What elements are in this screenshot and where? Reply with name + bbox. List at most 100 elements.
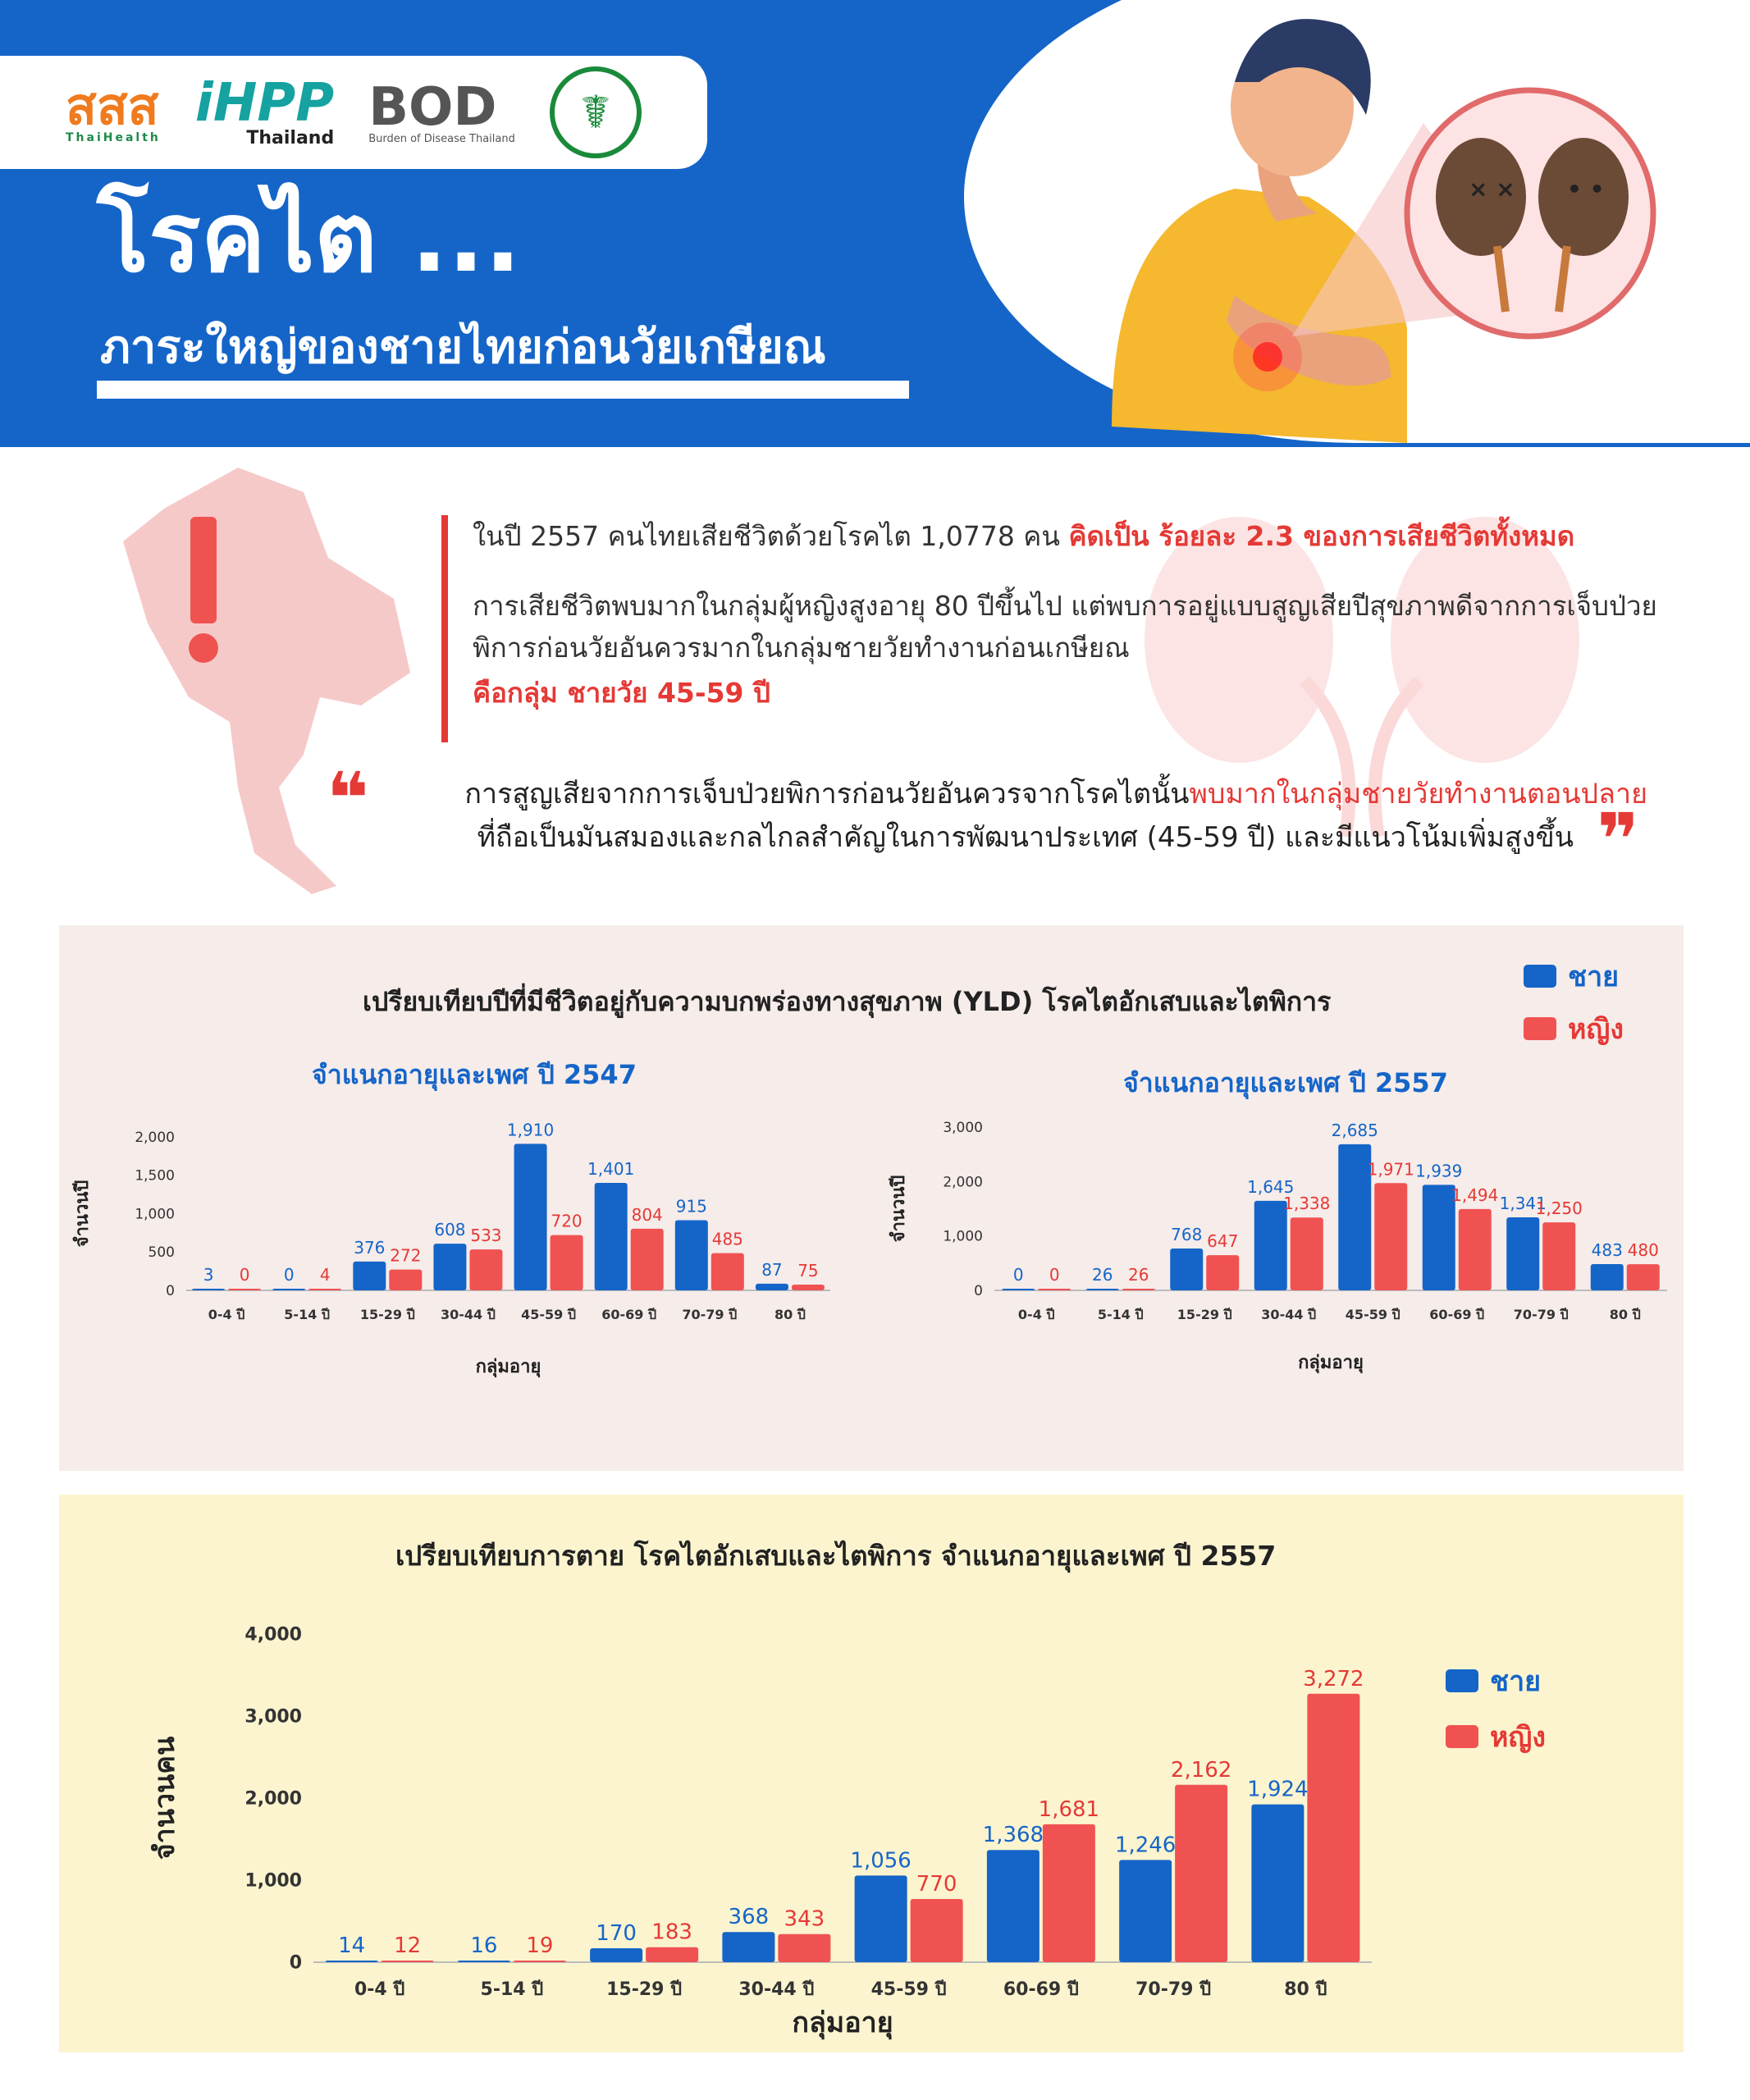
legend-female: หญิง: [1524, 1007, 1624, 1051]
data-label: 1,341: [1500, 1194, 1547, 1213]
y-tick-label: 2,000: [135, 1130, 175, 1146]
bar-male-1: [272, 1289, 306, 1290]
bar-female-4: [1374, 1183, 1408, 1290]
legend-female-swatch: [1446, 1725, 1478, 1748]
data-label: 768: [1171, 1225, 1202, 1244]
x-tick-label: 80 ปี: [774, 1307, 806, 1322]
death-chart-title: เปรียบเทียบการตาย โรคไตอักเสบและไตพิการ …: [395, 1540, 1277, 1572]
bar-female-2: [1206, 1255, 1240, 1290]
data-label: 915: [676, 1196, 707, 1216]
bar-female-5: [1042, 1824, 1095, 1962]
data-label: 1,939: [1415, 1161, 1462, 1180]
x-tick-label: 0-4 ปี: [354, 1979, 404, 2000]
y-tick-label: 0: [166, 1283, 175, 1299]
bar-female-2: [646, 1947, 699, 1962]
bar-male-0: [192, 1289, 226, 1290]
data-label: 12: [394, 1933, 421, 1958]
bar-male-0: [325, 1961, 378, 1962]
bar-female-3: [778, 1933, 831, 1962]
bar-male-2: [1170, 1249, 1204, 1290]
x-tick-label: 60-69 ปี: [1429, 1307, 1484, 1322]
ihpp-logo: iHPP Thailand: [194, 73, 335, 148]
data-label: 1,924: [1247, 1778, 1308, 1802]
thailand-map-alert-icon: [123, 468, 410, 894]
x-tick-label: 30-44 ปี: [1261, 1307, 1316, 1322]
x-tick-label: 30-44 ปี: [738, 1979, 814, 2000]
bar-female-0: [1038, 1289, 1071, 1290]
data-label: 1,494: [1451, 1185, 1498, 1205]
ministry-of-public-health-seal-icon: ☤: [549, 66, 642, 158]
x-tick-label: 15-29 ปี: [1177, 1307, 1232, 1322]
data-label: 272: [390, 1246, 421, 1266]
chart-2557-title: จำแนกอายุและเพศ ปี 2557: [1123, 1067, 1448, 1098]
bar-male-5: [594, 1183, 628, 1290]
data-label: 647: [1207, 1231, 1238, 1251]
right-kidney-shape: [1538, 138, 1629, 256]
bar-female-5: [630, 1228, 664, 1290]
data-label: 0: [284, 1265, 295, 1285]
y-tick-label: 3,000: [244, 1707, 302, 1728]
hair-shape: [1235, 19, 1371, 115]
data-label: 75: [797, 1261, 818, 1281]
bar-male-3: [722, 1932, 775, 1962]
x-tick-label: 45-59 ปี: [871, 1979, 947, 2000]
bar-female-7: [1626, 1264, 1660, 1290]
data-label: 1,971: [1368, 1159, 1414, 1179]
death-panel: เปรียบเทียบการตาย โรคไตอักเสบและไตพิการ …: [59, 1495, 1684, 2052]
sad-face-left: × ×: [1469, 176, 1515, 203]
bar-female-4: [910, 1899, 963, 1962]
bod-logo: BOD Burden of Disease Thailand: [368, 76, 515, 145]
data-label: 87: [761, 1260, 782, 1280]
bar-male-6: [1506, 1217, 1540, 1290]
y-tick-label: 4,000: [244, 1625, 302, 1646]
x-tick-label: 60-69 ปี: [1003, 1979, 1079, 2000]
bar-male-4: [854, 1875, 907, 1962]
y-tick-label: 0: [290, 1953, 302, 1974]
data-label: 26: [1092, 1265, 1113, 1285]
open-quote-icon: ❝: [327, 756, 369, 841]
data-label: 376: [354, 1238, 385, 1258]
data-label: 0: [1013, 1265, 1024, 1285]
data-label: 2,685: [1332, 1121, 1378, 1140]
pain-spot: [1253, 342, 1282, 372]
data-label: 0: [240, 1265, 250, 1285]
yld-panel: เปรียบเทียบปีที่มีชีวิตอยู่กับความบกพร่อ…: [59, 925, 1684, 1471]
data-label: 16: [470, 1933, 497, 1958]
data-label: 1,338: [1283, 1194, 1330, 1213]
y-axis-title: จำนวนคน: [148, 1737, 181, 1860]
page-title: โรคไต ...: [97, 180, 522, 294]
bar-male-1: [1085, 1289, 1119, 1290]
data-label: 1,246: [1115, 1833, 1176, 1857]
data-label: 26: [1128, 1265, 1149, 1285]
bar-female-2: [389, 1269, 423, 1290]
bar-male-4: [514, 1144, 547, 1290]
data-label: 1,056: [850, 1848, 911, 1873]
data-label: 804: [632, 1205, 663, 1225]
bar-male-7: [755, 1283, 788, 1290]
bar-female-5: [1458, 1208, 1492, 1290]
bar-female-0: [381, 1961, 434, 1962]
legend-female-swatch: [1524, 1017, 1556, 1040]
x-tick-label: 30-44 ปี: [441, 1307, 496, 1322]
yld-legend: ชาย หญิง: [1524, 954, 1624, 1051]
data-label: 1,250: [1536, 1198, 1583, 1218]
bar-male-5: [1422, 1185, 1455, 1290]
x-tick-label: 15-29 ปี: [606, 1979, 682, 2000]
yld-2547-bar-chart: 0 500 1,000 1,500 2,000 3 0 0-4 ปี 0 4 5-14 ปี 376 2…: [72, 1120, 830, 1378]
bar-male-7: [1251, 1804, 1305, 1962]
data-label: 2,162: [1171, 1758, 1231, 1783]
bar-male-4: [1338, 1144, 1372, 1290]
y-tick-label: 0: [974, 1283, 983, 1299]
deaths-2557-bar-chart: 0 1,000 2,000 3,000 4,000 14 12 0-4 ปี 16 19 5-14 …: [148, 1625, 1372, 2040]
bar-female-7: [791, 1284, 825, 1290]
data-label: 720: [551, 1212, 582, 1231]
bar-male-5: [986, 1850, 1039, 1962]
x-tick-label: 5-14 ปี: [1098, 1307, 1144, 1322]
chart-2547-title: จำแนกอายุและเพศ ปี 2547: [312, 1059, 637, 1090]
data-label: 19: [526, 1933, 553, 1958]
bar-female-1: [308, 1289, 342, 1290]
kidney-watermark-icon: [1145, 517, 1579, 837]
bar-female-4: [550, 1235, 583, 1290]
death-legend: ชาย หญิง: [1446, 1659, 1546, 1759]
data-label: 4: [320, 1265, 331, 1285]
